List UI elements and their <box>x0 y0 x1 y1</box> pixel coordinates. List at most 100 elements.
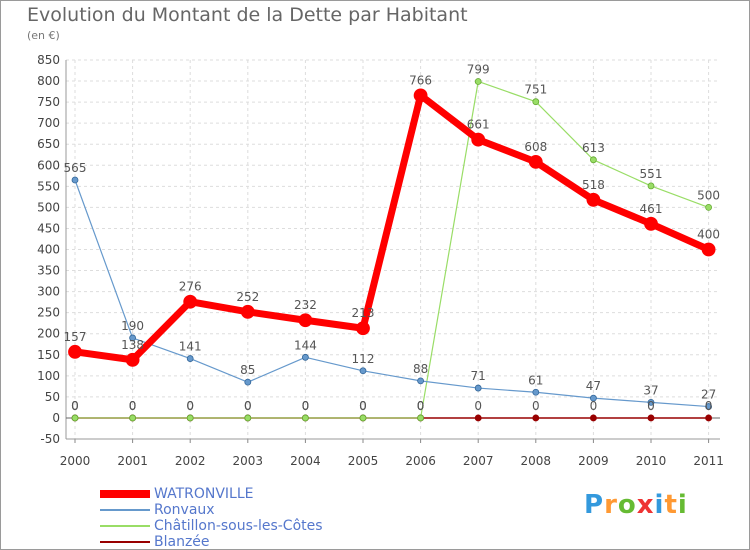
y-tick-label: 50 <box>45 390 60 404</box>
series-line-2 <box>75 80 709 419</box>
data-label-3: 0 <box>590 399 598 413</box>
data-label-2: 0 <box>186 399 194 413</box>
data-point-0 <box>701 242 716 257</box>
legend-label: Châtillon-sous-les-Côtes <box>154 518 323 534</box>
y-tick-label: 550 <box>37 179 60 193</box>
y-tick-label: 200 <box>37 327 60 341</box>
data-point-2 <box>129 414 137 422</box>
data-label-1: 141 <box>179 340 202 354</box>
logo-letter: x <box>636 490 655 520</box>
data-point-1 <box>590 394 597 402</box>
x-tick-label: 2004 <box>290 454 321 468</box>
data-label-0: 252 <box>236 290 259 304</box>
data-point-0 <box>68 344 82 359</box>
data-point-1 <box>359 367 367 375</box>
data-label-2: 0 <box>244 399 252 413</box>
data-point-0 <box>644 216 658 231</box>
data-label-0: 461 <box>640 202 663 216</box>
y-tick-label: 450 <box>37 221 60 235</box>
y-tick-label: 800 <box>37 74 60 88</box>
data-label-2: 799 <box>467 62 490 76</box>
legend-item: Ronvaux <box>100 502 323 518</box>
data-label-3: 0 <box>302 399 310 413</box>
data-label-3: 0 <box>647 399 655 413</box>
data-label-2: 0 <box>359 399 367 413</box>
data-point-0 <box>183 294 198 309</box>
y-tick-label: 400 <box>37 243 60 257</box>
data-point-3 <box>532 414 540 422</box>
data-label-1: 88 <box>413 362 428 376</box>
data-label-1: 85 <box>240 363 255 377</box>
data-point-0 <box>240 304 255 319</box>
legend-label: Ronvaux <box>154 502 215 518</box>
data-label-0: 157 <box>64 330 87 344</box>
legend-label: WATRONVILLE <box>154 486 254 502</box>
data-label-2: 751 <box>524 83 547 97</box>
data-label-1: 190 <box>121 319 144 333</box>
data-label-3: 0 <box>705 399 713 413</box>
y-tick-label: 850 <box>37 53 60 67</box>
x-tick-label: 2003 <box>233 454 264 468</box>
y-tick-label: 700 <box>37 116 60 130</box>
data-label-1: 112 <box>352 352 375 366</box>
data-label-3: 0 <box>129 399 137 413</box>
data-label-3: 0 <box>71 399 79 413</box>
legend-item: Blanzée <box>100 534 323 550</box>
x-tick-label: 2011 <box>693 454 724 468</box>
data-label-0: 232 <box>294 298 317 312</box>
data-label-1: 37 <box>643 383 658 397</box>
logo-letter: t <box>664 490 678 520</box>
x-tick-label: 2005 <box>348 454 379 468</box>
data-point-0 <box>528 155 543 169</box>
data-label-3: 0 <box>474 399 482 413</box>
y-tick-label: 100 <box>37 369 60 383</box>
x-tick-label: 2006 <box>405 454 436 468</box>
y-tick-label: 500 <box>37 200 60 214</box>
data-label-2: 0 <box>129 399 137 413</box>
data-label-1: 47 <box>586 379 601 393</box>
legend: WATRONVILLE Ronvaux Châtillon-sous-les-Côt… <box>100 486 323 550</box>
data-label-0: 276 <box>179 280 202 294</box>
x-tick-label: 2008 <box>521 454 552 468</box>
legend-swatch <box>100 525 150 527</box>
y-tick-label: 600 <box>37 158 60 172</box>
y-tick-label: 300 <box>37 285 60 299</box>
data-point-1 <box>301 353 309 361</box>
data-label-0: 608 <box>524 140 547 154</box>
data-point-1 <box>186 355 194 362</box>
x-tick-label: 2009 <box>578 454 609 468</box>
legend-item: Châtillon-sous-les-Côtes <box>100 518 323 534</box>
series-line-0 <box>74 91 711 364</box>
data-point-2 <box>186 414 194 422</box>
data-point-3 <box>705 414 712 422</box>
data-point-1 <box>532 388 540 396</box>
y-tick-label: 150 <box>37 348 60 362</box>
data-point-2 <box>705 203 712 211</box>
data-label-0: 766 <box>409 73 432 87</box>
data-label-2: 0 <box>302 399 310 413</box>
chart-title: Evolution du Montant de la Dette par Hab… <box>27 4 468 26</box>
data-point-0 <box>356 321 370 336</box>
y-tick-label: 0 <box>52 411 60 425</box>
data-point-1 <box>474 384 482 392</box>
data-point-2 <box>71 414 79 422</box>
logo-letter: r <box>604 490 618 520</box>
data-point-2 <box>359 414 367 422</box>
data-label-2: 0 <box>71 399 79 413</box>
data-point-3 <box>590 414 597 422</box>
data-label-1: 71 <box>471 369 486 383</box>
data-point-0 <box>413 88 428 103</box>
data-point-3 <box>647 414 655 422</box>
y-tick-label: 750 <box>37 95 60 109</box>
data-label-3: 0 <box>532 399 540 413</box>
data-point-0 <box>298 313 313 328</box>
legend-label: Blanzée <box>154 534 210 550</box>
data-label-1: 61 <box>528 373 543 387</box>
legend-item: WATRONVILLE <box>100 486 323 502</box>
data-point-1 <box>129 334 137 342</box>
data-point-2 <box>244 414 252 422</box>
data-label-0: 138 <box>121 338 144 352</box>
data-label-2: 0 <box>417 399 425 413</box>
data-point-2 <box>590 156 597 164</box>
